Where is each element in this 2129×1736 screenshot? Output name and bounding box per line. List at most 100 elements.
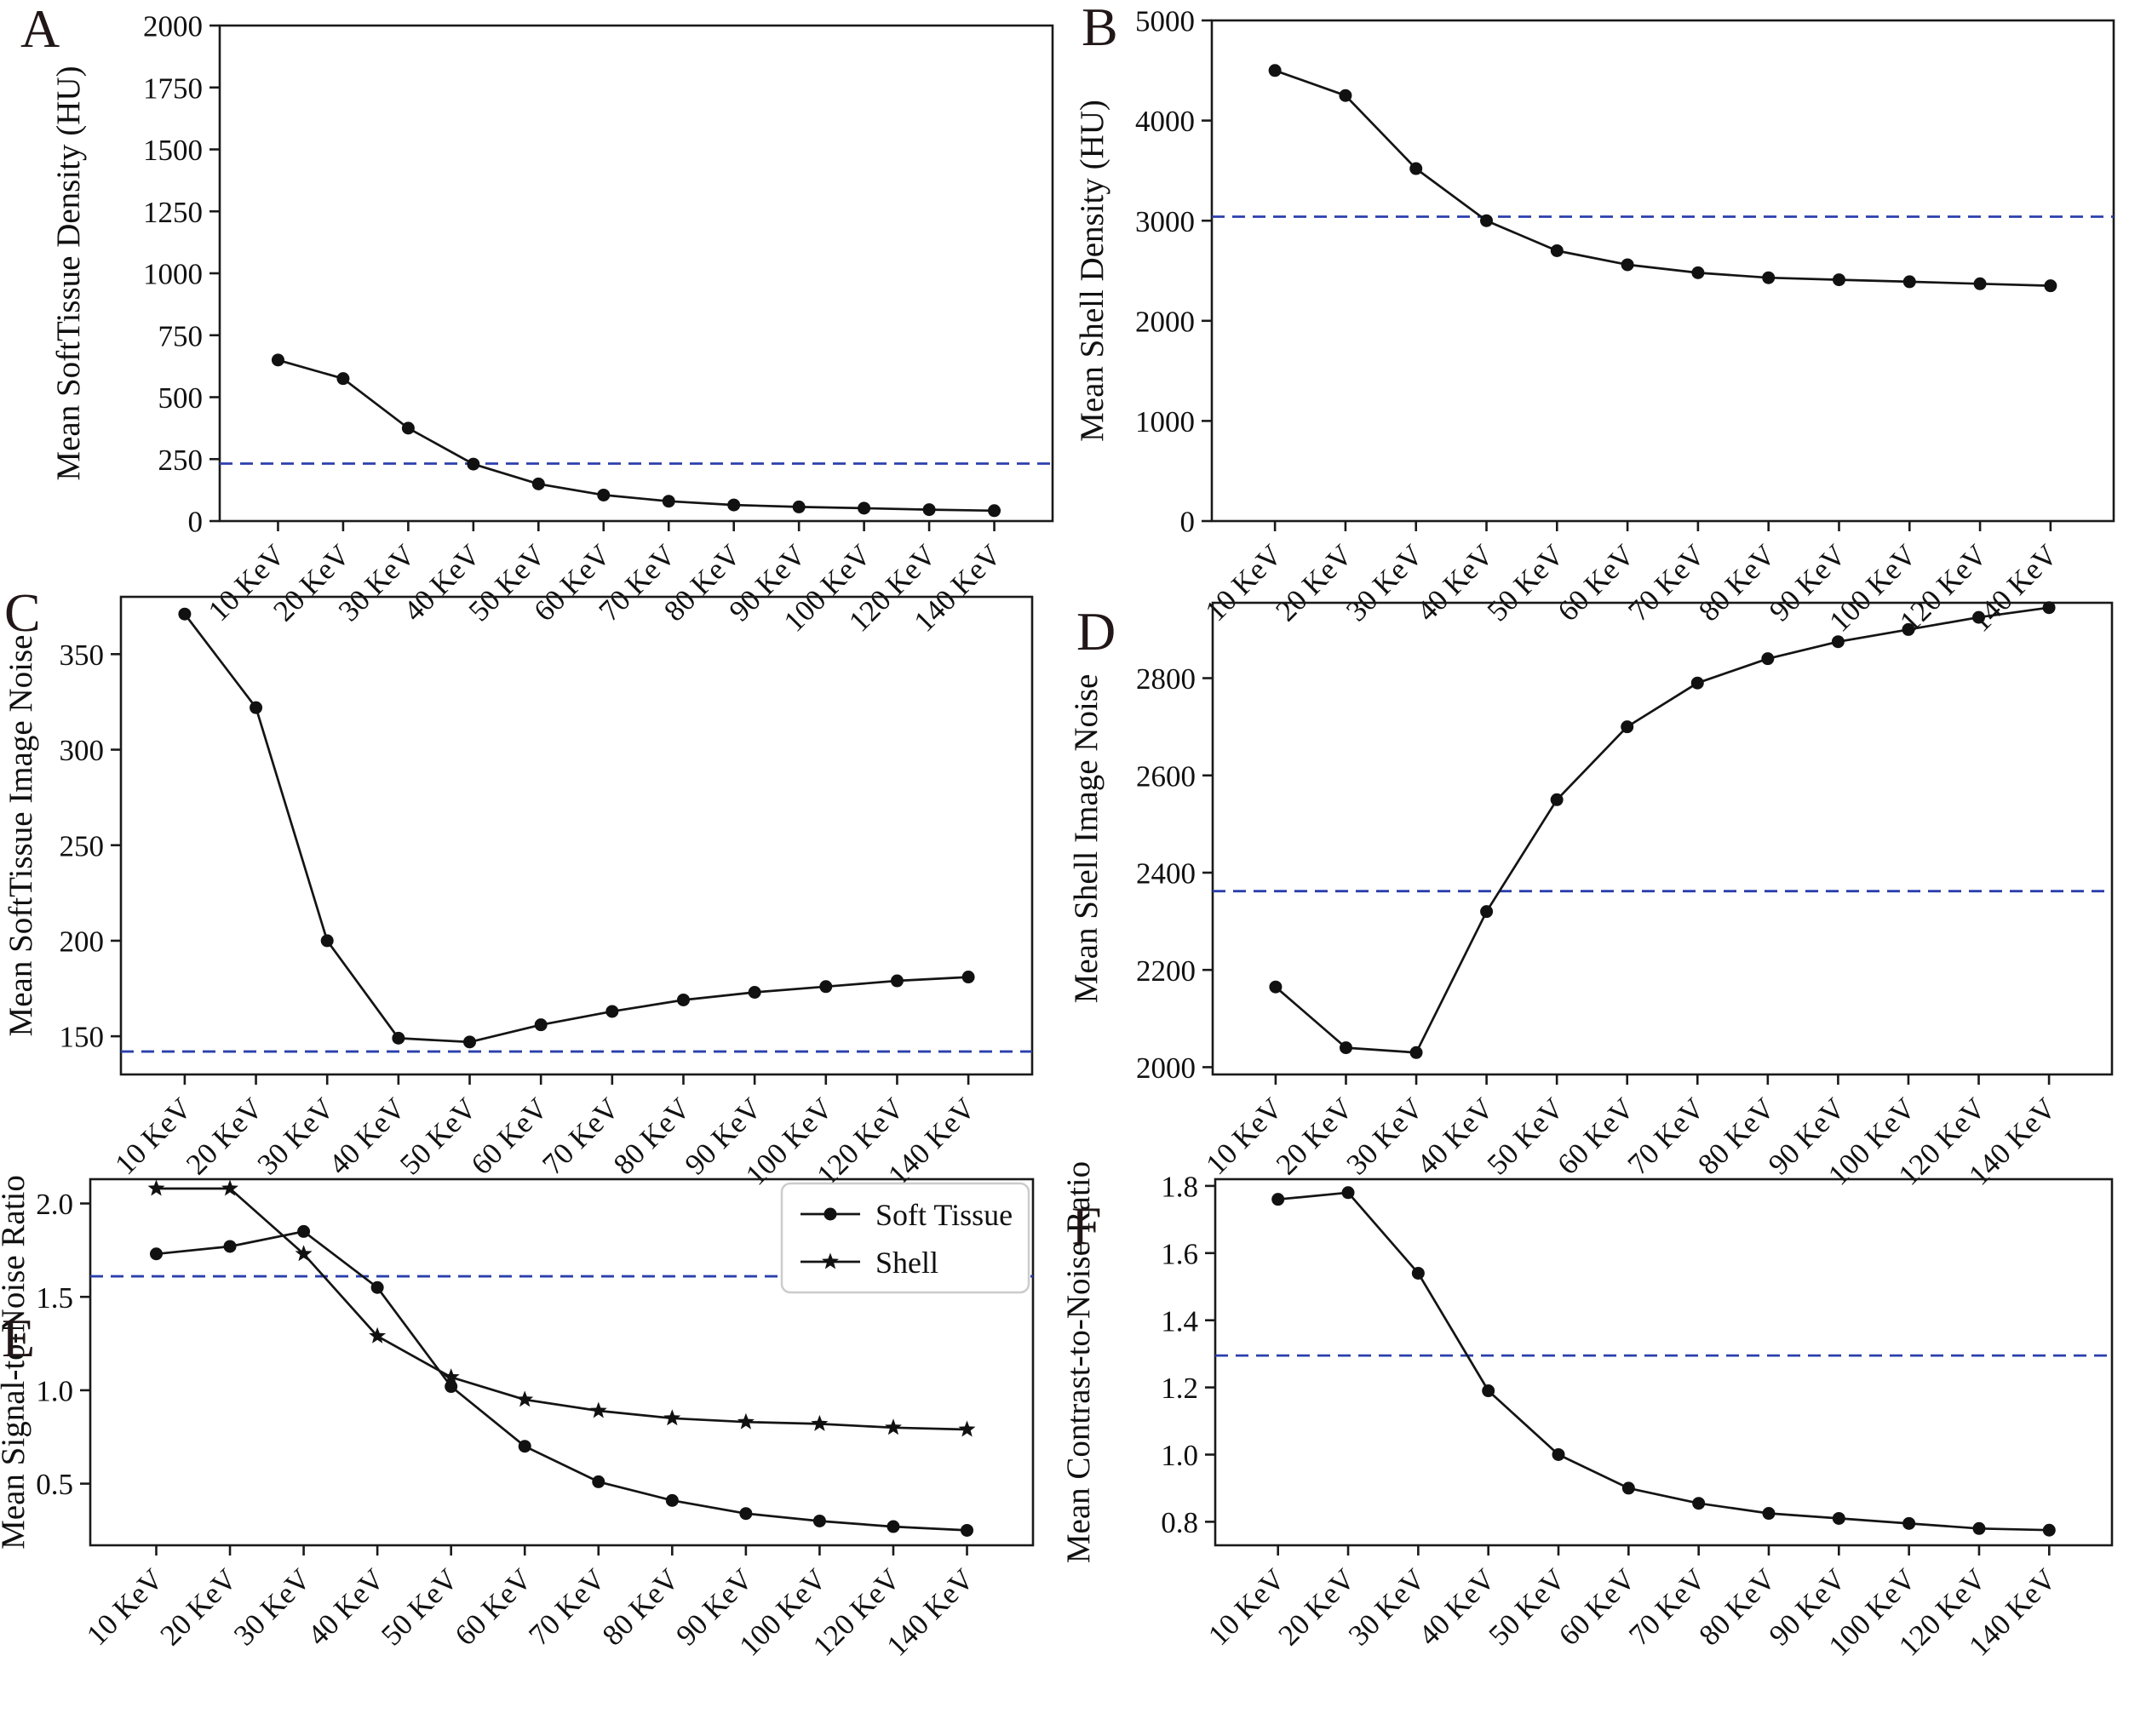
y-tick-label: 2000 — [1135, 305, 1195, 338]
circle-marker — [819, 980, 833, 994]
y-tick-label: 1.0 — [1161, 1439, 1198, 1472]
circle-marker — [1621, 258, 1634, 272]
y-tick-label: 2000 — [143, 10, 203, 43]
circle-marker — [1552, 1447, 1565, 1461]
legend-entry-label: Soft Tissue — [875, 1198, 1013, 1232]
x-tick-label: 20 KeV — [153, 1562, 243, 1652]
y-tick-label: 2600 — [1136, 759, 1196, 793]
x-tick-label: 10 KeV — [80, 1562, 169, 1652]
circle-marker — [1690, 676, 1704, 690]
circle-marker — [1973, 277, 1987, 290]
circle-marker — [1341, 1186, 1355, 1200]
circle-marker — [1902, 1516, 1916, 1530]
circle-marker — [858, 501, 871, 515]
y-axis: 0.5 1.0 1.5 2.0 — [36, 1188, 90, 1501]
y-axis-title: Mean Contrast-to-Noise Ratio — [1060, 1161, 1097, 1563]
y-axis: 150 200 250 300 350 — [60, 639, 121, 1054]
y-tick-label: 0.8 — [1161, 1506, 1198, 1539]
y-tick-label: 1000 — [143, 258, 203, 291]
circle-marker — [401, 421, 415, 435]
y-axis: 0 1000 2000 3000 4000 5000 — [1135, 5, 1212, 539]
y-tick-label: 5000 — [1135, 5, 1195, 38]
circle-marker — [1409, 1046, 1423, 1059]
panel-letter: F — [1071, 1195, 1102, 1256]
circle-marker — [370, 1281, 384, 1294]
circle-marker — [1480, 905, 1494, 919]
x-tick-label: 60 KeV — [1552, 1562, 1642, 1652]
circle-marker — [223, 1240, 237, 1253]
star-marker — [516, 1390, 534, 1407]
circle-marker — [961, 1523, 974, 1537]
star-marker — [369, 1326, 387, 1344]
star-marker — [147, 1179, 165, 1196]
x-tick-label: 70 KeV — [522, 1562, 611, 1652]
circle-marker — [1902, 275, 1916, 289]
circle-marker — [518, 1440, 531, 1453]
circle-marker — [1480, 214, 1494, 227]
y-tick-label: 250 — [158, 444, 204, 477]
y-tick-label: 1.6 — [1161, 1237, 1198, 1270]
circle-marker — [1550, 243, 1564, 257]
circle-marker — [1831, 635, 1845, 649]
x-tick-label: 20 KeV — [1271, 1562, 1361, 1652]
y-tick-label: 250 — [60, 829, 105, 862]
panel-letter: D — [1076, 601, 1116, 662]
circle-marker — [1621, 720, 1634, 734]
circle-marker — [1691, 266, 1705, 279]
y-tick-label: 1750 — [143, 72, 203, 105]
y-tick-label: 500 — [158, 381, 204, 415]
circle-marker — [812, 1514, 826, 1527]
circle-marker — [336, 372, 350, 386]
circle-marker — [1411, 1266, 1425, 1280]
y-tick-label: 1.0 — [36, 1375, 73, 1408]
plot-border — [119, 595, 1034, 1076]
circle-marker — [392, 1031, 405, 1045]
plot-border — [89, 1177, 1035, 1547]
circle-marker — [890, 974, 904, 988]
circle-marker — [1268, 64, 1282, 77]
circle-marker — [1762, 1507, 1776, 1521]
y-tick-label: 2200 — [1136, 954, 1196, 988]
x-tick-label: 30 KeV — [227, 1562, 317, 1652]
star-marker — [885, 1418, 902, 1435]
y-tick-label: 200 — [60, 925, 105, 959]
y-tick-label: 1.5 — [36, 1281, 73, 1315]
x-tick-label: 60 KeV — [449, 1562, 538, 1652]
panel-F: F 0.8 1.0 1.2 1.4 1.6 1.8 10 KeV 20 KeV 30 KeV 40… — [1060, 1158, 2129, 1736]
circle-marker — [1269, 980, 1283, 994]
circle-marker — [676, 993, 690, 1006]
plot-border — [218, 24, 1054, 523]
series-shell-density — [1268, 64, 2057, 293]
y-tick-label: 0 — [1180, 506, 1196, 539]
series-softtissue-density — [271, 353, 1001, 518]
circle-marker — [1692, 1497, 1706, 1510]
series-contrast-to-noise — [1271, 1186, 2056, 1537]
x-tick-label: 50 KeV — [1482, 1562, 1571, 1652]
x-tick-label: 30 KeV — [1342, 1562, 1432, 1652]
legend-entry-label: Shell — [875, 1246, 938, 1280]
y-axis-title: Mean SoftTissue Density (HU) — [50, 66, 87, 480]
star-marker — [811, 1414, 829, 1431]
circle-marker — [2042, 1523, 2056, 1537]
circle-marker — [463, 1035, 477, 1049]
y-axis-title: Mean Shell Image Noise — [1068, 674, 1105, 1004]
y-axis-title: Mean SoftTissue Image Noise — [3, 635, 39, 1037]
circle-marker — [988, 504, 1001, 518]
series-shell-image-noise — [1269, 601, 2056, 1059]
plot-border — [1210, 19, 2115, 523]
x-tick-label: 40 KeV — [1412, 1562, 1501, 1652]
circle-marker — [1271, 1193, 1285, 1206]
circle-marker — [2044, 279, 2057, 293]
series-line — [1275, 606, 2050, 1054]
circle-marker — [271, 353, 284, 367]
circle-marker — [320, 934, 334, 948]
circle-marker — [1482, 1384, 1495, 1398]
circle-marker — [178, 607, 192, 621]
panel-B: B 0 1000 2000 3000 4000 5000 10 KeV 20 KeV 30 Ke… — [1064, 0, 2129, 639]
circle-marker — [961, 971, 975, 984]
plot-border — [1211, 601, 2114, 1076]
